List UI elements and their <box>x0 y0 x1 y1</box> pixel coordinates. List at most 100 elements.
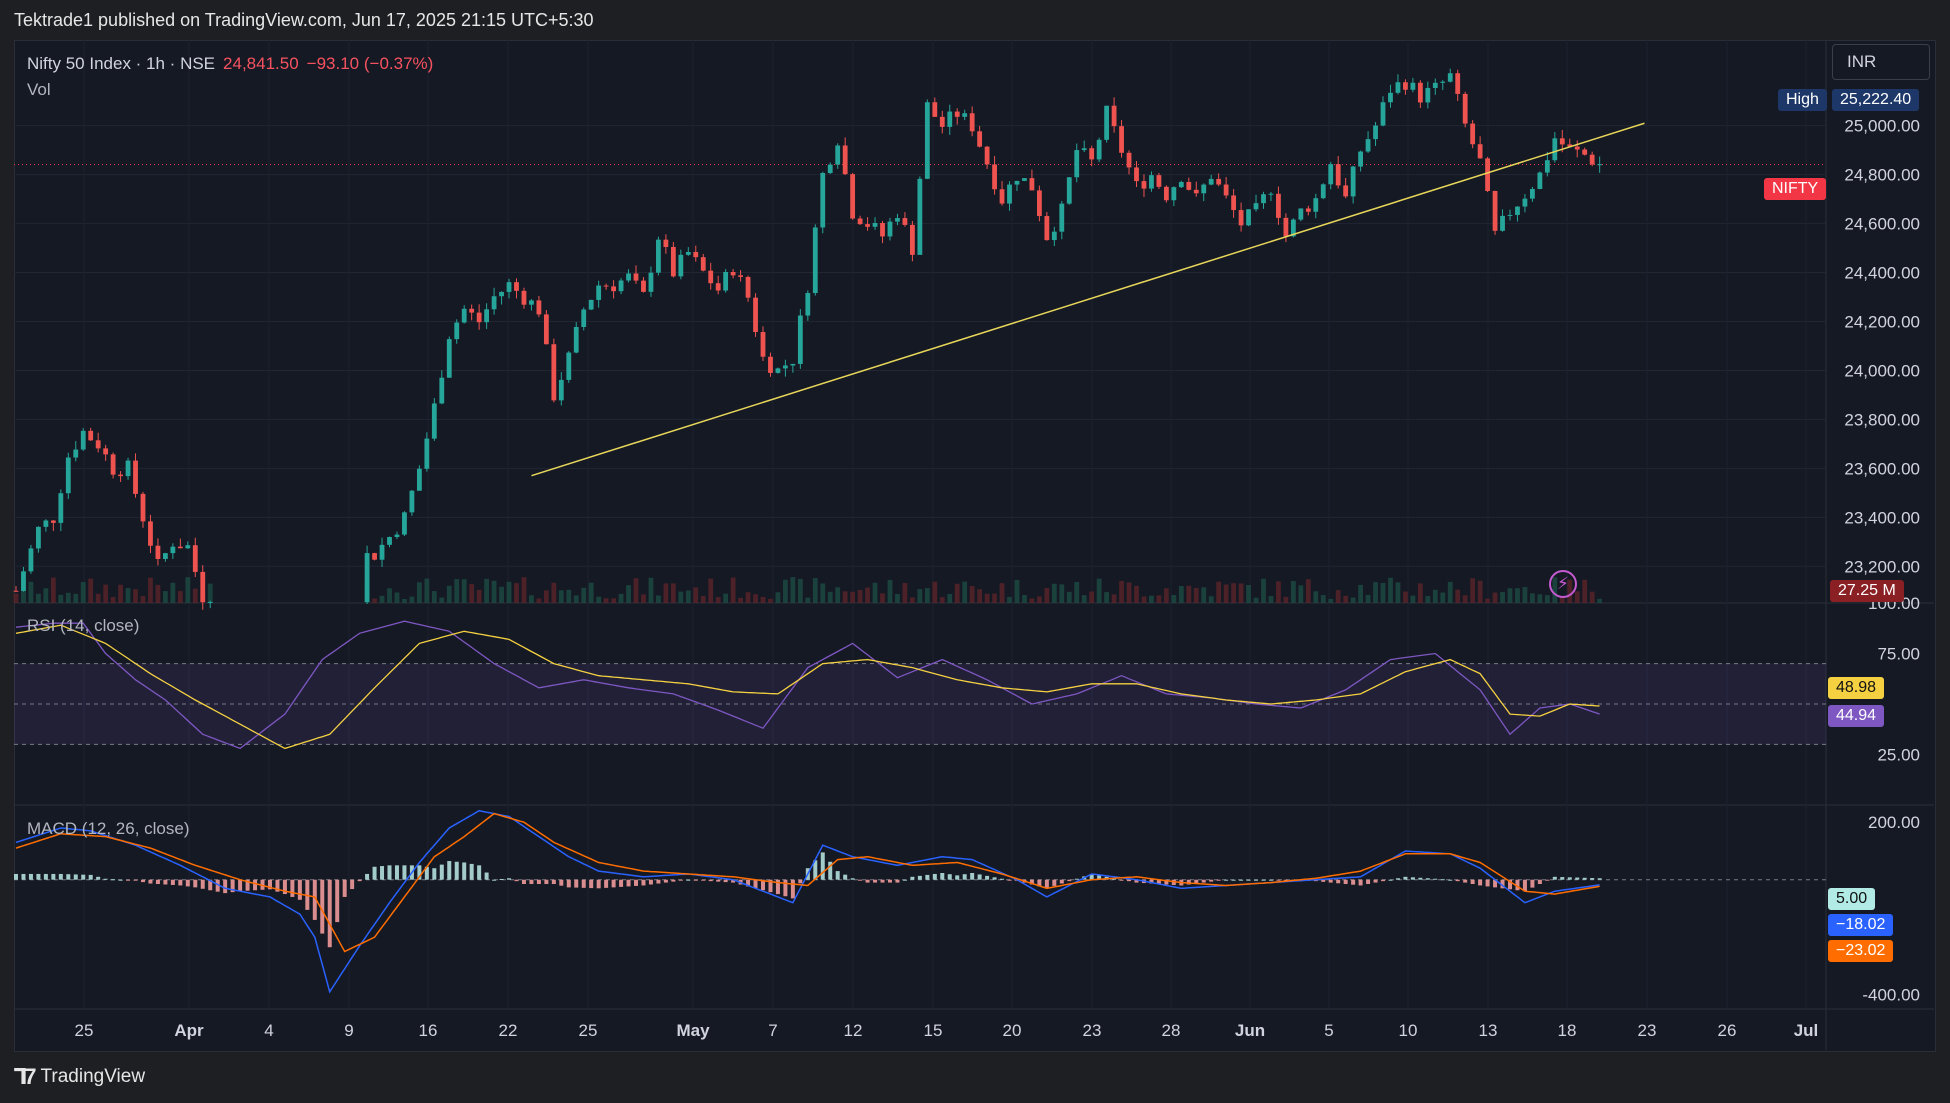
volume-bar <box>499 586 504 603</box>
macd-histogram-bar <box>357 879 362 882</box>
time-tick-label: 7 <box>768 1021 777 1040</box>
candle-body <box>954 111 960 117</box>
volume-bar <box>36 593 41 603</box>
macd-value: −18.02 <box>1828 914 1894 936</box>
candle-body <box>633 273 639 281</box>
time-tick-label: 5 <box>1324 1021 1333 1040</box>
time-tick-label: Apr <box>174 1021 204 1040</box>
macd-histogram-bar <box>1044 879 1049 889</box>
candle-body <box>1261 194 1266 204</box>
volume-bar <box>1522 587 1528 603</box>
macd-histogram-bar <box>81 874 86 880</box>
candle-body <box>969 113 975 132</box>
candle-body <box>95 440 101 449</box>
volume-bar <box>1276 581 1281 603</box>
macd-histogram-bar <box>155 879 160 885</box>
candle-body <box>379 544 385 560</box>
volume-bar <box>633 578 639 603</box>
volume-bar <box>1388 577 1393 603</box>
volume-bar <box>812 578 818 603</box>
macd-histogram-bar <box>51 873 56 880</box>
volume-bar <box>1440 592 1446 603</box>
candle-body <box>536 300 542 315</box>
candle-body <box>618 280 624 292</box>
chart-frame[interactable] <box>14 40 1936 1052</box>
macd-histogram-bar <box>529 879 534 885</box>
candle-body <box>1530 188 1535 199</box>
candle-body <box>872 223 878 227</box>
alert-icon[interactable]: ⚡ <box>1549 570 1577 598</box>
volume-bar <box>760 596 766 603</box>
candle-body <box>910 224 915 255</box>
macd-histogram-bar <box>1478 879 1483 886</box>
candle-body <box>506 282 512 292</box>
candle-body <box>125 460 131 477</box>
rsi-pane <box>14 620 1826 750</box>
candle-body <box>715 283 721 291</box>
candle-body <box>1014 180 1020 185</box>
candle-body <box>454 322 460 340</box>
macd-histogram-bar <box>297 879 302 900</box>
candle-body <box>103 448 109 455</box>
volume-bar <box>872 582 878 603</box>
macd-histogram-bar <box>1545 879 1550 881</box>
volume-bar <box>73 593 79 603</box>
macd-histogram-bar <box>544 879 549 885</box>
macd-histogram-bar <box>499 878 504 880</box>
macd-histogram-bar <box>671 879 676 882</box>
macd-histogram-bar <box>813 860 818 880</box>
candle-body <box>648 272 654 292</box>
volume-bar <box>192 588 198 603</box>
volume-bar <box>536 598 542 603</box>
candle-body <box>1552 138 1558 161</box>
symbol-header: Nifty 50 Index · 1h · NSE 24,841.50 −93.10… <box>27 54 433 74</box>
macd-histogram-bar <box>245 879 250 891</box>
candle-body <box>1216 178 1222 185</box>
candle-body <box>1380 102 1386 126</box>
macd-histogram-bar <box>932 873 937 880</box>
candle-body <box>207 601 213 603</box>
macd-histogram-bar <box>208 879 213 891</box>
candle-body <box>678 254 684 277</box>
rsi-tick-label: 25.00 <box>1877 746 1920 765</box>
time-tick-label: 28 <box>1162 1021 1181 1040</box>
volume-bar <box>700 595 706 603</box>
volume-bar <box>738 597 743 603</box>
candle-body <box>469 308 475 313</box>
candle-body <box>185 545 191 549</box>
candle-body <box>641 280 646 292</box>
macd-histogram-bar <box>828 861 833 880</box>
volume-bar <box>1530 593 1535 603</box>
macd-histogram-bar <box>1164 879 1169 885</box>
candle-body <box>768 356 773 373</box>
macd-histogram-bar <box>701 879 706 881</box>
candle-body <box>850 174 856 219</box>
macd-histogram-bar <box>454 861 459 880</box>
volume-bar <box>1007 596 1012 603</box>
candle-body <box>476 312 482 323</box>
macd-histogram-bar <box>962 874 967 880</box>
price-tick-label: 23,200.00 <box>1844 557 1920 576</box>
candle-body <box>529 300 534 305</box>
candle-body <box>1597 164 1603 166</box>
volume-bar <box>895 594 900 603</box>
volume-bar <box>1044 588 1050 603</box>
symbol-tag: NIFTY <box>1764 178 1827 200</box>
macd-histogram-bar <box>559 879 564 886</box>
volume-bar <box>842 591 848 603</box>
candle-body <box>1276 193 1281 218</box>
macd-histogram-bar <box>462 862 467 880</box>
volume-bar <box>715 597 721 603</box>
volume-bar <box>1134 585 1139 603</box>
macd-histogram-bar <box>432 868 437 880</box>
volume-bar <box>685 590 691 603</box>
volume-bar <box>857 589 863 603</box>
volume-bar <box>1492 592 1498 603</box>
macd-histogram-bar <box>290 879 295 897</box>
candle-body <box>1298 208 1304 220</box>
volume-bar <box>678 591 684 603</box>
macd-histogram-bar <box>656 879 661 884</box>
candle-body <box>36 526 41 549</box>
currency-button[interactable]: INR <box>1832 44 1930 80</box>
